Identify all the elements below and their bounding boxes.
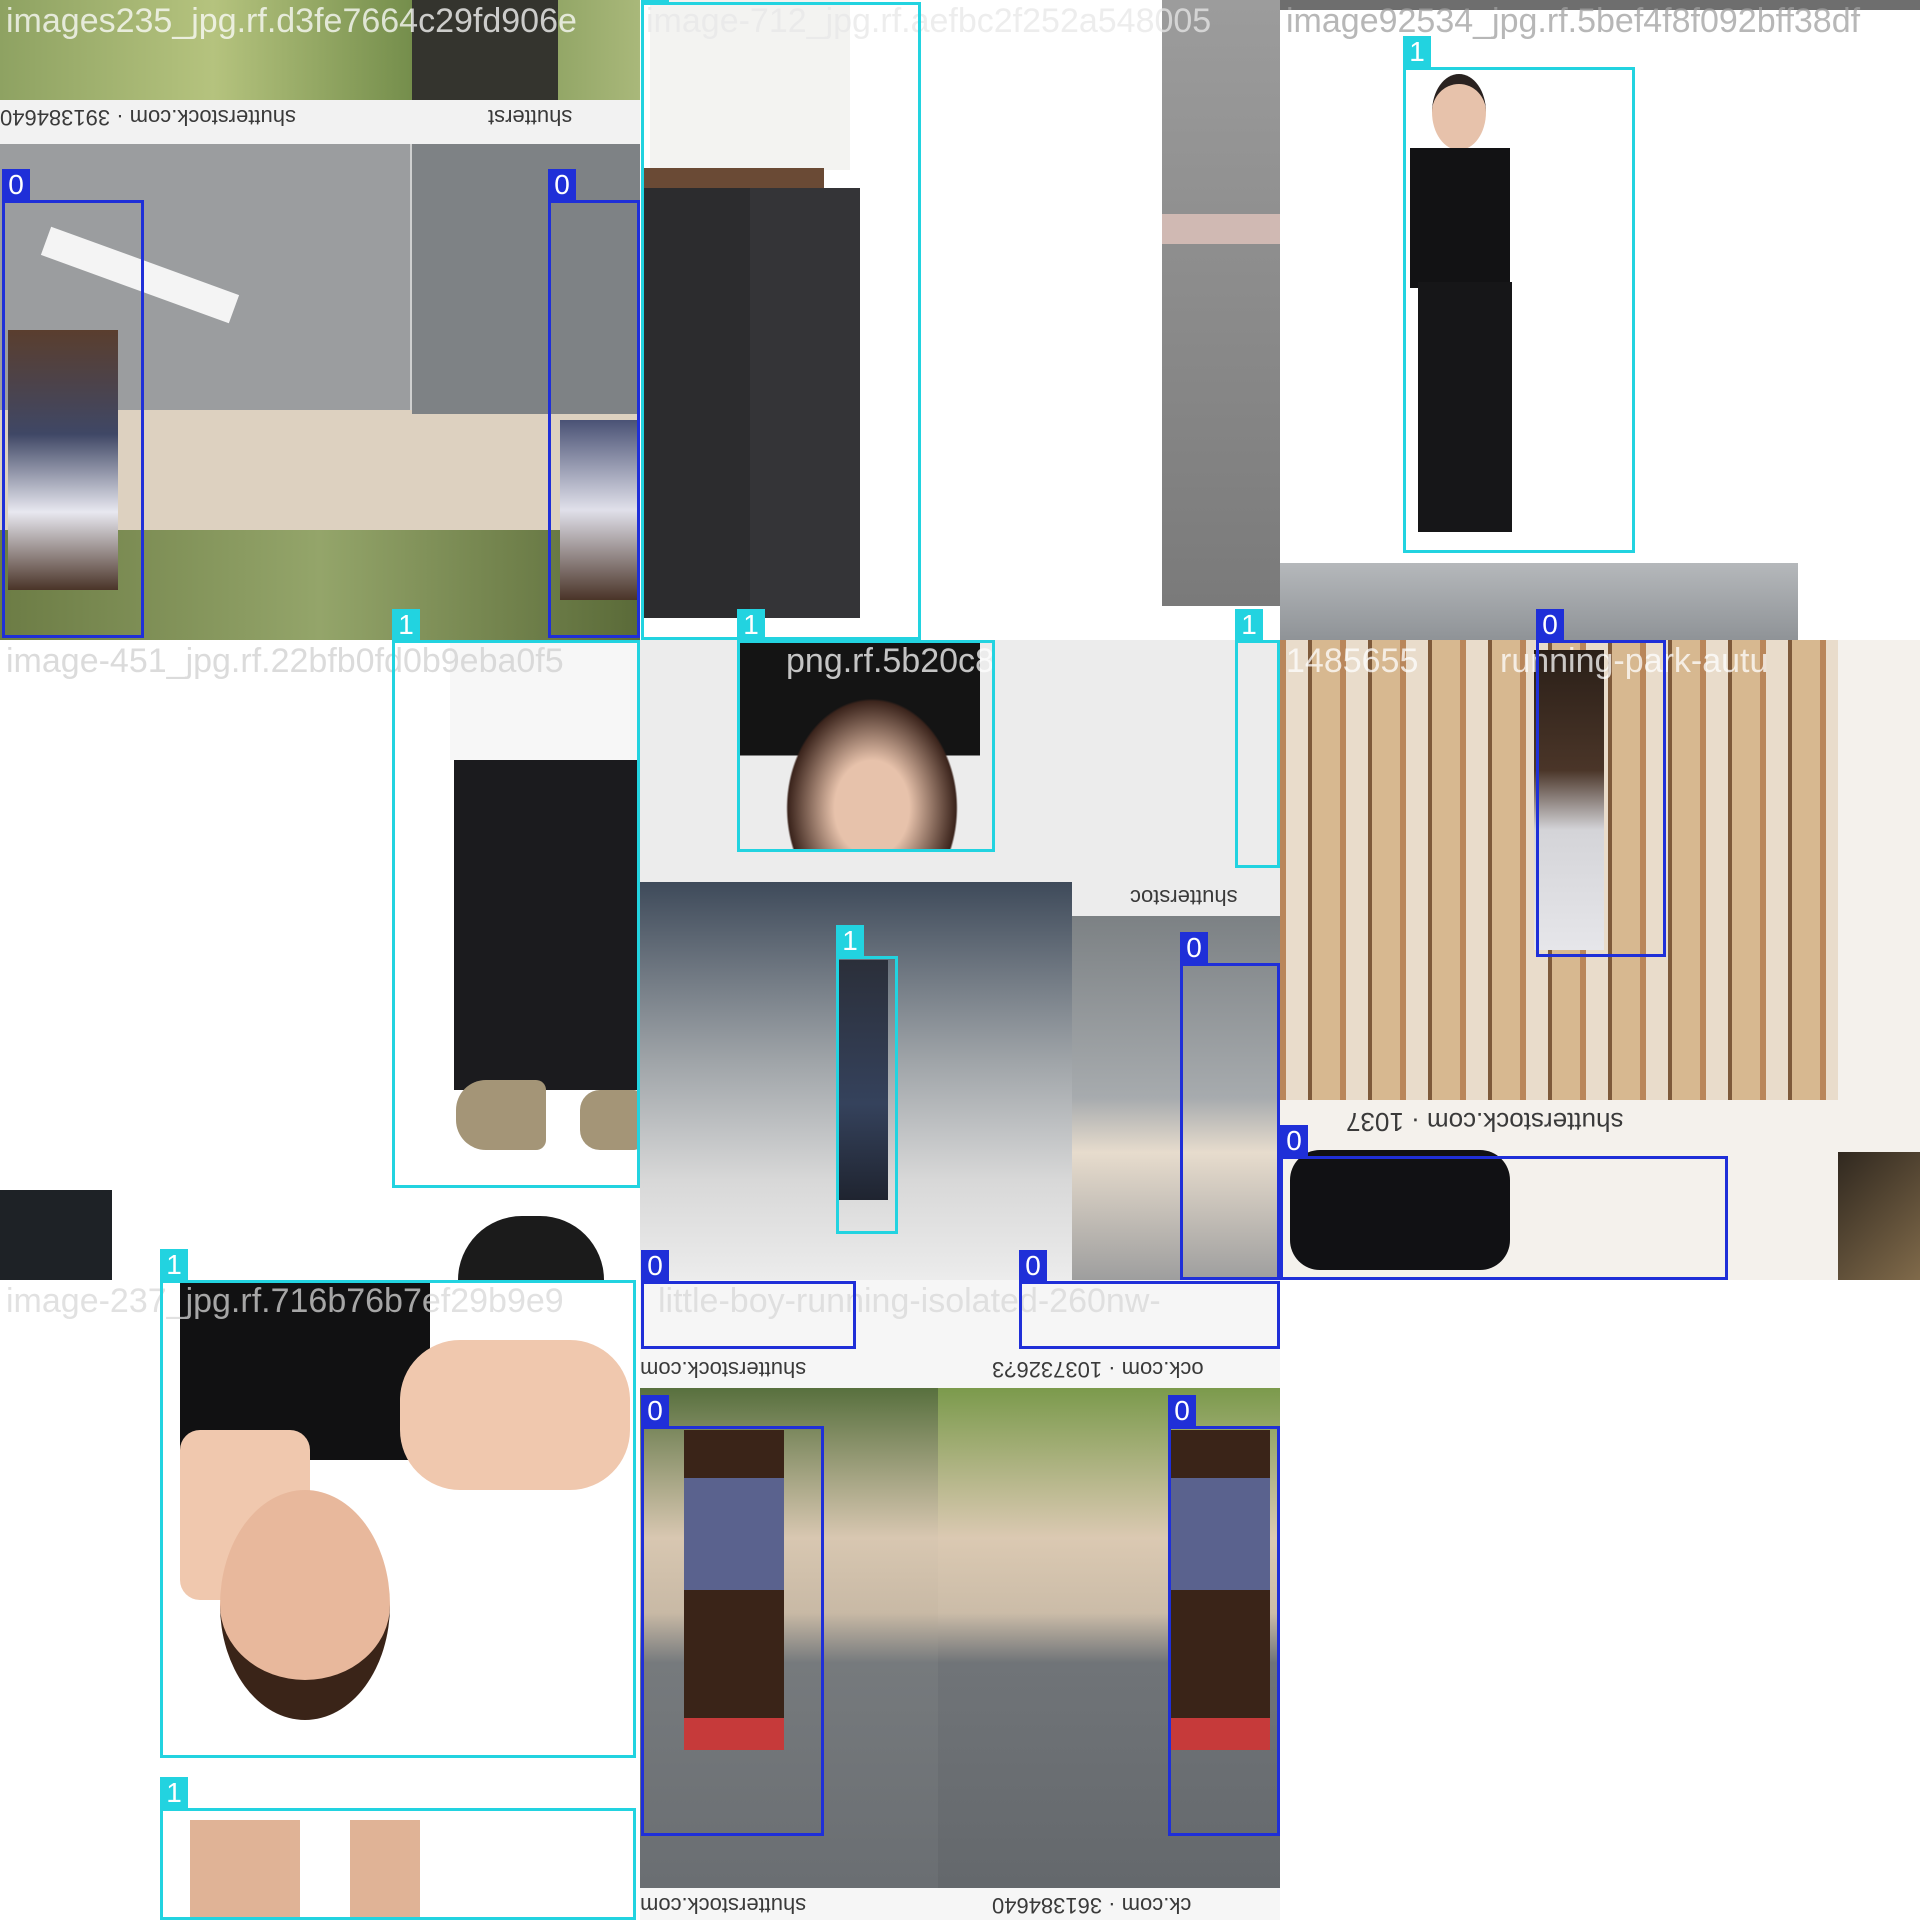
class-label: 1: [641, 0, 669, 2]
watermark: shutterstoc: [1130, 885, 1238, 910]
trousers-right: [750, 188, 860, 618]
tile-man-trousers: image-712_jpg.rf.aefbc2f252a548005: [640, 0, 1280, 640]
tile-center-mix: shutterstoc png.rf.5b20c8: [640, 640, 1280, 1280]
woman-arm: [400, 1340, 630, 1490]
tile-runners-street: shutterstock.com ock.com · 1037326?3 shu…: [640, 1280, 1280, 1920]
shirt: [450, 640, 640, 760]
watermark: shutterstock.com: [640, 1357, 807, 1382]
dark-thumb: [0, 1190, 112, 1280]
runner: [684, 1430, 784, 1750]
woman-head: [1432, 74, 1486, 150]
watermark: shutterst: [488, 105, 573, 130]
watermark: shutterstock.com · 1037: [1346, 1107, 1624, 1137]
class-label: 0: [2, 169, 30, 200]
top-strip: [1280, 0, 1920, 10]
detection-box-class-0: 0: [1536, 609, 1666, 957]
watermark: shutterstock.com: [640, 1893, 807, 1918]
woman-legs: [1418, 282, 1512, 532]
class-label: 1: [392, 609, 420, 640]
gray-side-stripe: [1162, 214, 1280, 244]
detection-box-class-1: 1: [1235, 609, 1280, 868]
runner-figure: [560, 420, 640, 600]
road-right: [412, 144, 640, 414]
class-label: 0: [1536, 609, 1564, 640]
person-upside-down: [838, 960, 888, 1200]
boot: [456, 1080, 546, 1150]
detection-box-class-1: 1: [737, 609, 995, 852]
class-label: 0: [641, 1395, 669, 1426]
detection-box-class-1: 1: [1403, 36, 1635, 553]
class-label: 1: [1403, 36, 1431, 67]
class-label: 0: [548, 169, 576, 200]
detection-box-class-0: 0: [1280, 1125, 1728, 1280]
class-label: 0: [1180, 932, 1208, 963]
runner: [1170, 1430, 1270, 1750]
street-scene: [1072, 916, 1280, 1280]
class-label: 0: [641, 1250, 669, 1281]
detection-box-class-0: 0: [641, 1395, 824, 1836]
class-label: 1: [836, 925, 864, 956]
detection-box-class-1: 1: [160, 1777, 636, 1920]
woman-body: [1410, 148, 1510, 288]
woman-upside-down: [740, 640, 980, 850]
class-label: 1: [160, 1249, 188, 1280]
class-label: 1: [737, 609, 765, 640]
watermark: ock.com · 1037326?3: [992, 1357, 1204, 1382]
dark-corner: [1838, 1152, 1920, 1280]
detection-box-class-1: 1: [392, 609, 640, 1188]
detection-box-class-0: 0: [1180, 932, 1280, 1280]
shirt: [650, 0, 850, 170]
detection-box-class-0: 0: [548, 169, 640, 638]
detection-box-class-1: 1: [836, 925, 898, 1234]
class-label: 1: [160, 1777, 188, 1808]
detection-box-class-0: 0: [1019, 1250, 1280, 1349]
feet: [190, 1820, 300, 1920]
feet: [350, 1820, 420, 1920]
gray-side: [1162, 0, 1280, 606]
jeans: [454, 760, 640, 1090]
class-label: 1: [1235, 609, 1263, 640]
belt: [644, 168, 824, 188]
detection-box-class-0: 0: [2, 169, 144, 638]
shoe: [1290, 1150, 1510, 1270]
tile-jeans-boots: image-451_jpg.rf.22bfb0fd0b9eba0f5: [0, 640, 640, 1280]
runner-figure: [8, 330, 118, 590]
class-label: 0: [1019, 1250, 1047, 1281]
head-top: [458, 1216, 604, 1280]
detection-box-class-0: 0: [1168, 1395, 1280, 1836]
class-label: 0: [1280, 1125, 1308, 1156]
runner-upside-down: [1534, 650, 1604, 950]
detection-box-class-1: 1: [160, 1249, 636, 1758]
dark-strip: [412, 0, 558, 100]
detection-box-class-1: 1: [641, 0, 921, 640]
watermark: shutterstock.com · 391384640: [0, 105, 296, 130]
trousers-left: [644, 188, 754, 618]
boot: [580, 1090, 640, 1150]
tile-forest: shutterstock.com · 1037 1485655 running-…: [1280, 640, 1920, 1280]
class-label: 0: [1168, 1395, 1196, 1426]
tile-street-rotated-left: images235_jpg.rf.d3fe7664c29fd906e shutt…: [0, 0, 640, 640]
detection-box-class-0: 0: [641, 1250, 856, 1349]
watermark-band: [0, 100, 640, 144]
watermark: ck.com · 361384640: [992, 1893, 1192, 1918]
